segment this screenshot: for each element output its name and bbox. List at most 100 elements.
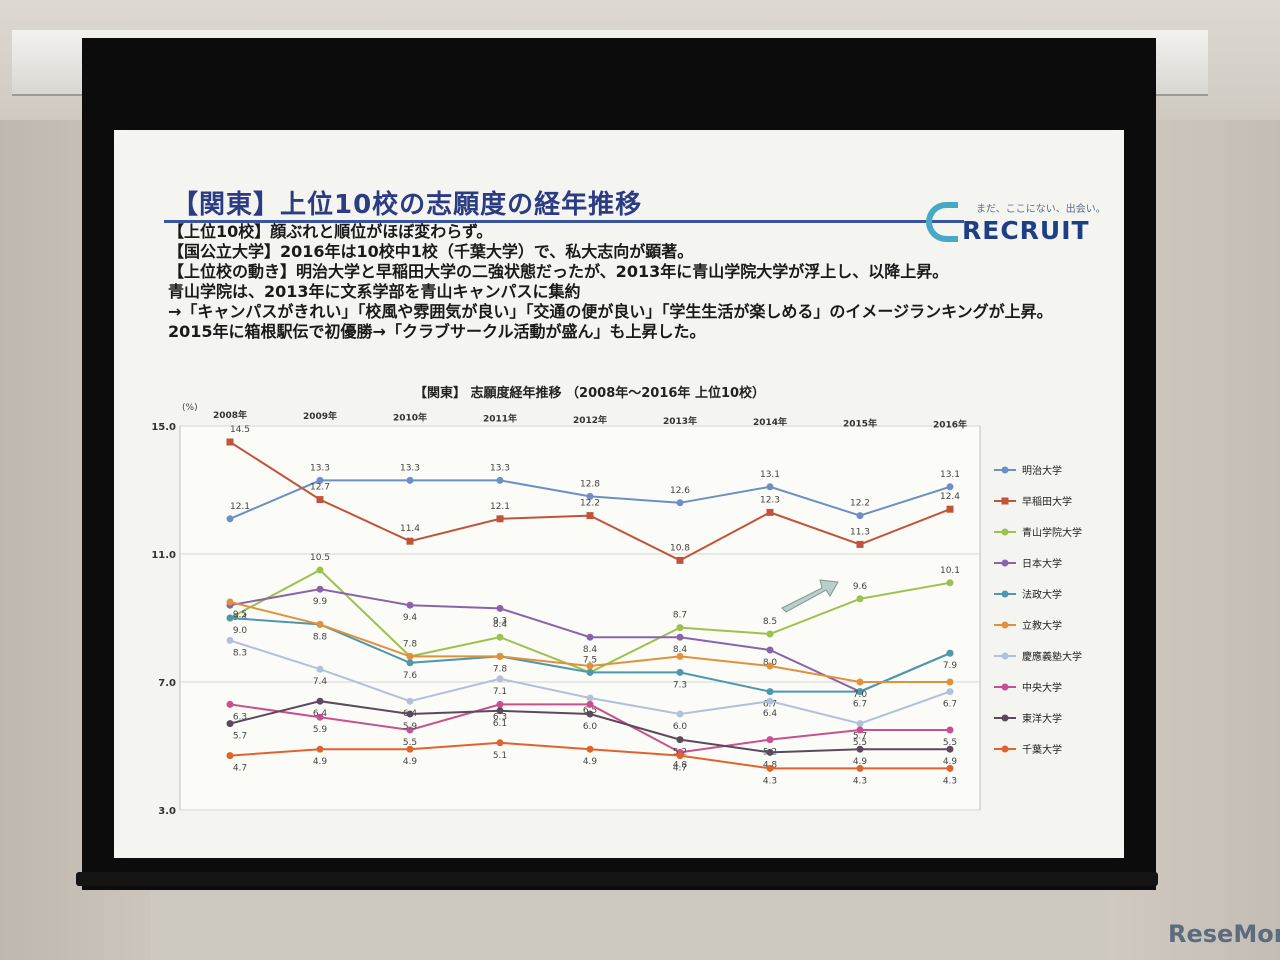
legend-marker bbox=[1001, 621, 1009, 629]
bullet-item: 【上位10校】顔ぶれと順位がほぼ変わらず。 bbox=[168, 222, 493, 241]
data-point bbox=[856, 512, 864, 520]
screen-bottom-bar bbox=[76, 872, 1158, 886]
data-point bbox=[856, 764, 864, 772]
y-tick-label: 3.0 bbox=[158, 806, 176, 817]
bullet-item: 2015年に箱根駅伝で初優勝→「クラブサークル活動が盛ん」も上昇した。 bbox=[168, 322, 706, 341]
data-point bbox=[676, 624, 684, 632]
data-label: 4.8 bbox=[673, 760, 688, 770]
resemom-watermark: ReseMom bbox=[1168, 920, 1280, 948]
data-point bbox=[406, 659, 414, 667]
data-point bbox=[586, 633, 594, 641]
data-point bbox=[856, 726, 864, 734]
logo-name: RECRUIT bbox=[962, 216, 1090, 245]
data-label: 5.9 bbox=[313, 725, 328, 735]
data-label: 8.8 bbox=[313, 632, 328, 642]
data-label: 12.6 bbox=[670, 486, 690, 496]
data-point bbox=[676, 710, 684, 718]
data-point bbox=[946, 579, 954, 587]
data-label: 4.9 bbox=[403, 757, 418, 767]
data-label: 9.6 bbox=[853, 582, 868, 592]
data-point bbox=[766, 764, 774, 772]
legend-label: 明治大学 bbox=[1022, 464, 1062, 477]
recruit-logo-icon bbox=[926, 202, 958, 242]
data-point bbox=[586, 662, 594, 670]
x-tick-label: 2009年 bbox=[303, 410, 337, 422]
data-point bbox=[226, 598, 234, 606]
data-label: 7.5 bbox=[583, 655, 597, 665]
data-point bbox=[856, 745, 864, 753]
legend-label: 日本大学 bbox=[1022, 557, 1062, 570]
data-label: 12.2 bbox=[580, 499, 600, 509]
data-point bbox=[946, 505, 954, 513]
bullet-item: 【国公立大学】2016年は10校中1校（千葉大学）で、私大志向が顕著。 bbox=[168, 242, 694, 261]
data-label: 8.4 bbox=[583, 645, 598, 655]
data-point bbox=[406, 726, 414, 734]
data-point bbox=[406, 697, 414, 705]
data-point bbox=[226, 614, 234, 622]
data-point bbox=[676, 633, 684, 641]
data-label: 5.5 bbox=[943, 738, 957, 748]
data-point bbox=[856, 720, 864, 728]
title-underline bbox=[164, 220, 964, 223]
data-label: 10.5 bbox=[310, 553, 330, 563]
data-point bbox=[946, 726, 954, 734]
data-point bbox=[676, 736, 684, 744]
slide-title: 【関東】上位10校の志願度の経年推移 bbox=[172, 190, 643, 220]
data-label: 12.4 bbox=[940, 492, 960, 502]
data-label: 7.9 bbox=[943, 661, 958, 671]
data-label: 4.9 bbox=[943, 757, 958, 767]
data-label: 5.5 bbox=[853, 738, 867, 748]
legend-marker bbox=[1001, 590, 1009, 598]
data-point bbox=[316, 566, 324, 574]
legend-label: 立教大学 bbox=[1022, 619, 1062, 632]
y-tick-label: 7.0 bbox=[158, 678, 176, 689]
data-label: 8.4 bbox=[673, 645, 688, 655]
data-point bbox=[676, 752, 684, 760]
data-label: 9.9 bbox=[313, 597, 328, 607]
data-point bbox=[856, 540, 864, 548]
data-point bbox=[496, 675, 504, 683]
data-label: 9.3 bbox=[493, 616, 507, 626]
slide: 【関東】上位10校の志願度の経年推移 まだ、ここにない、出会い。 RECRUIT… bbox=[114, 130, 1124, 858]
data-label: 10.1 bbox=[940, 566, 960, 576]
data-label: 6.4 bbox=[313, 709, 328, 719]
chart-title: 【関東】 志願度経年推移 （2008年～2016年 上位10校） bbox=[414, 386, 766, 401]
data-label: 9.5 bbox=[233, 610, 247, 620]
data-point bbox=[586, 745, 594, 753]
data-point bbox=[316, 496, 324, 504]
data-point bbox=[766, 697, 774, 705]
data-point bbox=[496, 652, 504, 660]
bullet-item: →「キャンパスがきれい」「校風や雰囲気が良い」「交通の便が良い」「学生生活が楽し… bbox=[168, 302, 1053, 321]
data-label: 11.3 bbox=[850, 527, 870, 537]
data-point bbox=[676, 652, 684, 660]
legend-label: 青山学院大学 bbox=[1022, 526, 1082, 539]
logo-tagline: まだ、ここにない、出会い。 bbox=[976, 204, 1106, 215]
legend-label: 慶應義塾大学 bbox=[1022, 650, 1082, 663]
data-label: 6.3 bbox=[493, 712, 507, 722]
y-axis-label: (%) bbox=[182, 403, 198, 413]
data-point bbox=[226, 720, 234, 728]
data-label: 12.1 bbox=[490, 502, 510, 512]
data-point bbox=[676, 668, 684, 676]
data-label: 4.9 bbox=[313, 757, 328, 767]
legend-label: 早稲田大学 bbox=[1022, 495, 1072, 508]
legend-label: 中央大学 bbox=[1022, 681, 1062, 694]
data-point bbox=[406, 710, 414, 718]
data-label: 9.4 bbox=[403, 613, 418, 623]
data-label: 6.7 bbox=[853, 700, 867, 710]
data-point bbox=[226, 438, 234, 446]
data-point bbox=[316, 713, 324, 721]
data-label: 8.3 bbox=[233, 648, 247, 658]
data-point bbox=[406, 601, 414, 609]
data-point bbox=[496, 707, 504, 715]
data-label: 6.4 bbox=[763, 709, 778, 719]
data-label: 8.4 bbox=[493, 620, 508, 630]
data-label: 4.7 bbox=[233, 764, 247, 774]
data-label: 13.3 bbox=[490, 463, 510, 473]
x-tick-label: 2012年 bbox=[573, 414, 607, 426]
data-point bbox=[316, 476, 324, 484]
data-point bbox=[226, 636, 234, 644]
x-tick-label: 2008年 bbox=[213, 409, 247, 421]
data-point bbox=[856, 688, 864, 696]
data-point bbox=[316, 697, 324, 705]
